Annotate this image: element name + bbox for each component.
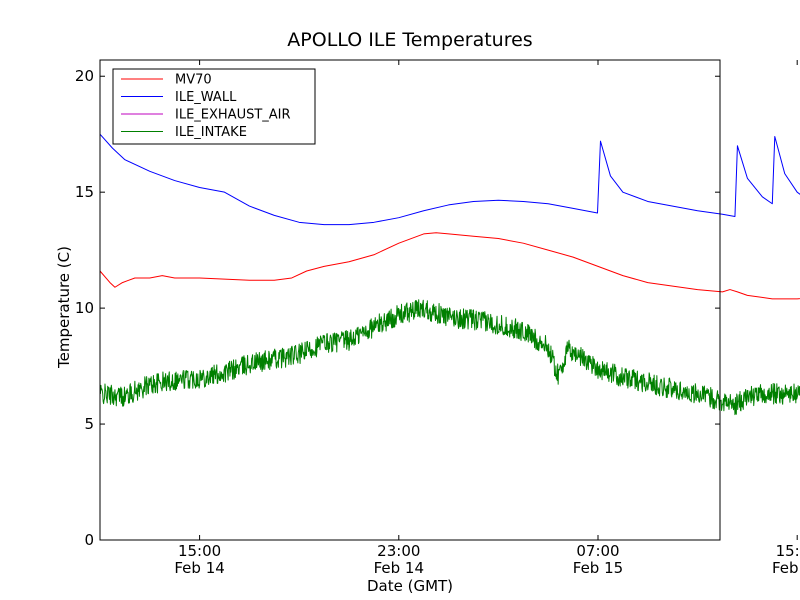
- x-tick-label-date: Feb 14: [374, 559, 424, 577]
- x-tick-label-time: 15:00: [776, 542, 800, 560]
- y-tick-label: 15: [75, 183, 94, 201]
- legend-label: ILE_INTAKE: [175, 125, 247, 140]
- series-line-ile-wall: [99, 133, 800, 226]
- x-tick-label-time: 07:00: [576, 542, 619, 560]
- plot-frame: [99, 59, 721, 541]
- y-tick-label: 10: [75, 299, 94, 317]
- legend-label: ILE_EXHAUST_AIR: [175, 108, 291, 123]
- legend: MV70 ILE_WALL ILE_EXHAUST_AIR ILE_INTAKE: [112, 68, 316, 145]
- x-tick-label-date: Feb 15: [573, 559, 623, 577]
- x-tick-label-time: 15:00: [178, 542, 221, 560]
- legend-box: [112, 68, 316, 145]
- legend-label: ILE_WALL: [175, 90, 237, 105]
- series-line-mv70: [99, 232, 800, 300]
- chart-title: APOLLO ILE Temperatures: [287, 29, 532, 51]
- x-tick-label-date: Feb 14: [174, 559, 224, 577]
- x-tick-label-time: 23:00: [377, 542, 420, 560]
- y-axis-label: Temperature (C): [55, 246, 73, 369]
- y-tick-label: 0: [84, 531, 94, 549]
- x-tick-label-date: Feb 15: [772, 559, 800, 577]
- legend-label: MV70: [175, 73, 212, 88]
- x-axis-label: Date (GMT): [367, 577, 453, 595]
- y-tick-label: 5: [84, 415, 94, 433]
- series-line-ile-intake: [99, 299, 800, 416]
- y-tick-label: 20: [75, 67, 94, 85]
